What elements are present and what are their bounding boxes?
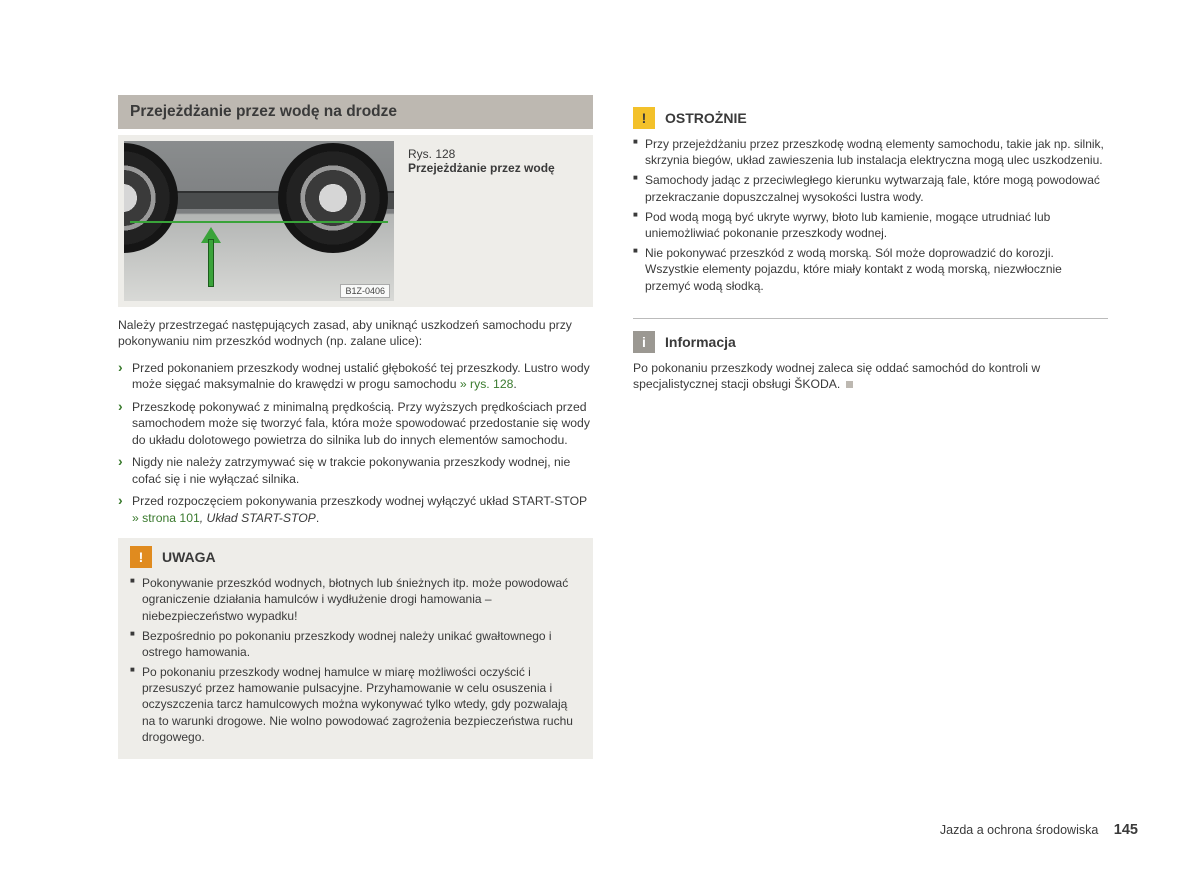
list-item: Przed pokonaniem przeszkody wodnej ustal…	[118, 360, 593, 393]
arrow-up-icon	[204, 227, 218, 287]
info-text-content: Po pokonaniu przeszkody wodnej zaleca si…	[633, 361, 1040, 391]
info-header: i Informacja	[633, 331, 1108, 353]
section-end-icon	[846, 381, 853, 388]
list-item: Przy przejeżdżaniu przez przeszkodę wodn…	[633, 136, 1108, 168]
warning-header: ! UWAGA	[130, 546, 581, 568]
page-root: Przejeżdżanie przez wodę na drodze B1Z-0…	[0, 0, 1200, 759]
warning-icon: !	[130, 546, 152, 568]
list-item: Samochody jadąc z przeciwległego kierunk…	[633, 172, 1108, 204]
list-item: Pokonywanie przeszkód wodnych, błotnych …	[130, 575, 581, 624]
left-column: Przejeżdżanie przez wodę na drodze B1Z-0…	[118, 95, 593, 759]
step-text: Nigdy nie należy zatrzymywać się w trakc…	[132, 455, 570, 485]
figure-code: B1Z-0406	[340, 284, 390, 298]
figure-block: B1Z-0406 Rys. 128 Przejeżdżanie przez wo…	[118, 135, 593, 307]
caution-header: ! OSTROŻNIE	[633, 107, 1108, 129]
step-text: Przeszkodę pokonywać z minimalną prędkoś…	[132, 400, 590, 447]
caution-icon: !	[633, 107, 655, 129]
list-item: Nigdy nie należy zatrzymywać się w trakc…	[118, 454, 593, 487]
info-text: Po pokonaniu przeszkody wodnej zaleca si…	[633, 360, 1108, 393]
list-item: Po pokonaniu przeszkody wodnej hamulce w…	[130, 664, 581, 745]
figure-ref-link[interactable]: » rys. 128	[460, 377, 514, 391]
intro-paragraph: Należy przestrzegać następujących zasad,…	[118, 317, 593, 350]
info-title: Informacja	[665, 334, 736, 350]
divider	[633, 318, 1108, 319]
page-number: 145	[1114, 822, 1138, 838]
section-title: Przejeżdżanie przez wodę na drodze	[118, 95, 593, 129]
list-item: Bezpośrednio po pokonaniu przeszkody wod…	[130, 628, 581, 660]
figure-illustration: B1Z-0406	[124, 141, 394, 301]
info-icon: i	[633, 331, 655, 353]
figure-caption: Rys. 128 Przejeżdżanie przez wodę	[408, 141, 555, 301]
car-wheel-right	[278, 143, 388, 253]
figure-number: Rys. 128	[408, 147, 555, 161]
step-suffix: .	[316, 511, 319, 525]
list-item: Przeszkodę pokonywać z minimalną prędkoś…	[118, 399, 593, 448]
warning-list: Pokonywanie przeszkód wodnych, błotnych …	[130, 575, 581, 745]
warning-title: UWAGA	[162, 549, 216, 565]
step-text: Przed rozpoczęciem pokonywania przeszkod…	[132, 494, 587, 508]
list-item: Nie pokonywać przeszkód z wodą morską. S…	[633, 245, 1108, 294]
page-footer: Jazda a ochrona środowiska 145	[940, 822, 1138, 838]
right-column: ! OSTROŻNIE Przy przejeżdżaniu przez prz…	[633, 95, 1108, 759]
caution-title: OSTROŻNIE	[665, 110, 747, 126]
step-suffix: .	[513, 377, 516, 391]
car-wheel-left	[124, 143, 178, 253]
list-item: Pod wodą mogą być ukryte wyrwy, błoto lu…	[633, 209, 1108, 241]
caution-list: Przy przejeżdżaniu przez przeszkodę wodn…	[633, 136, 1108, 294]
page-ref-link[interactable]: » strona 101	[132, 511, 200, 525]
warning-box: ! UWAGA Pokonywanie przeszkód wodnych, b…	[118, 538, 593, 759]
chapter-name: Jazda a ochrona środowiska	[940, 823, 1098, 837]
water-line-indicator	[130, 221, 388, 223]
info-box: i Informacja Po pokonaniu przeszkody wod…	[633, 331, 1108, 403]
list-item: Przed rozpoczęciem pokonywania przeszkod…	[118, 493, 593, 526]
step-text: Przed pokonaniem przeszkody wodnej ustal…	[132, 361, 590, 391]
step-list: Przed pokonaniem przeszkody wodnej ustal…	[118, 360, 593, 526]
caution-box: ! OSTROŻNIE Przy przejeżdżaniu przez prz…	[633, 107, 1108, 308]
figure-title: Przejeżdżanie przez wodę	[408, 161, 555, 175]
step-italic: , Układ START-STOP	[200, 511, 316, 525]
